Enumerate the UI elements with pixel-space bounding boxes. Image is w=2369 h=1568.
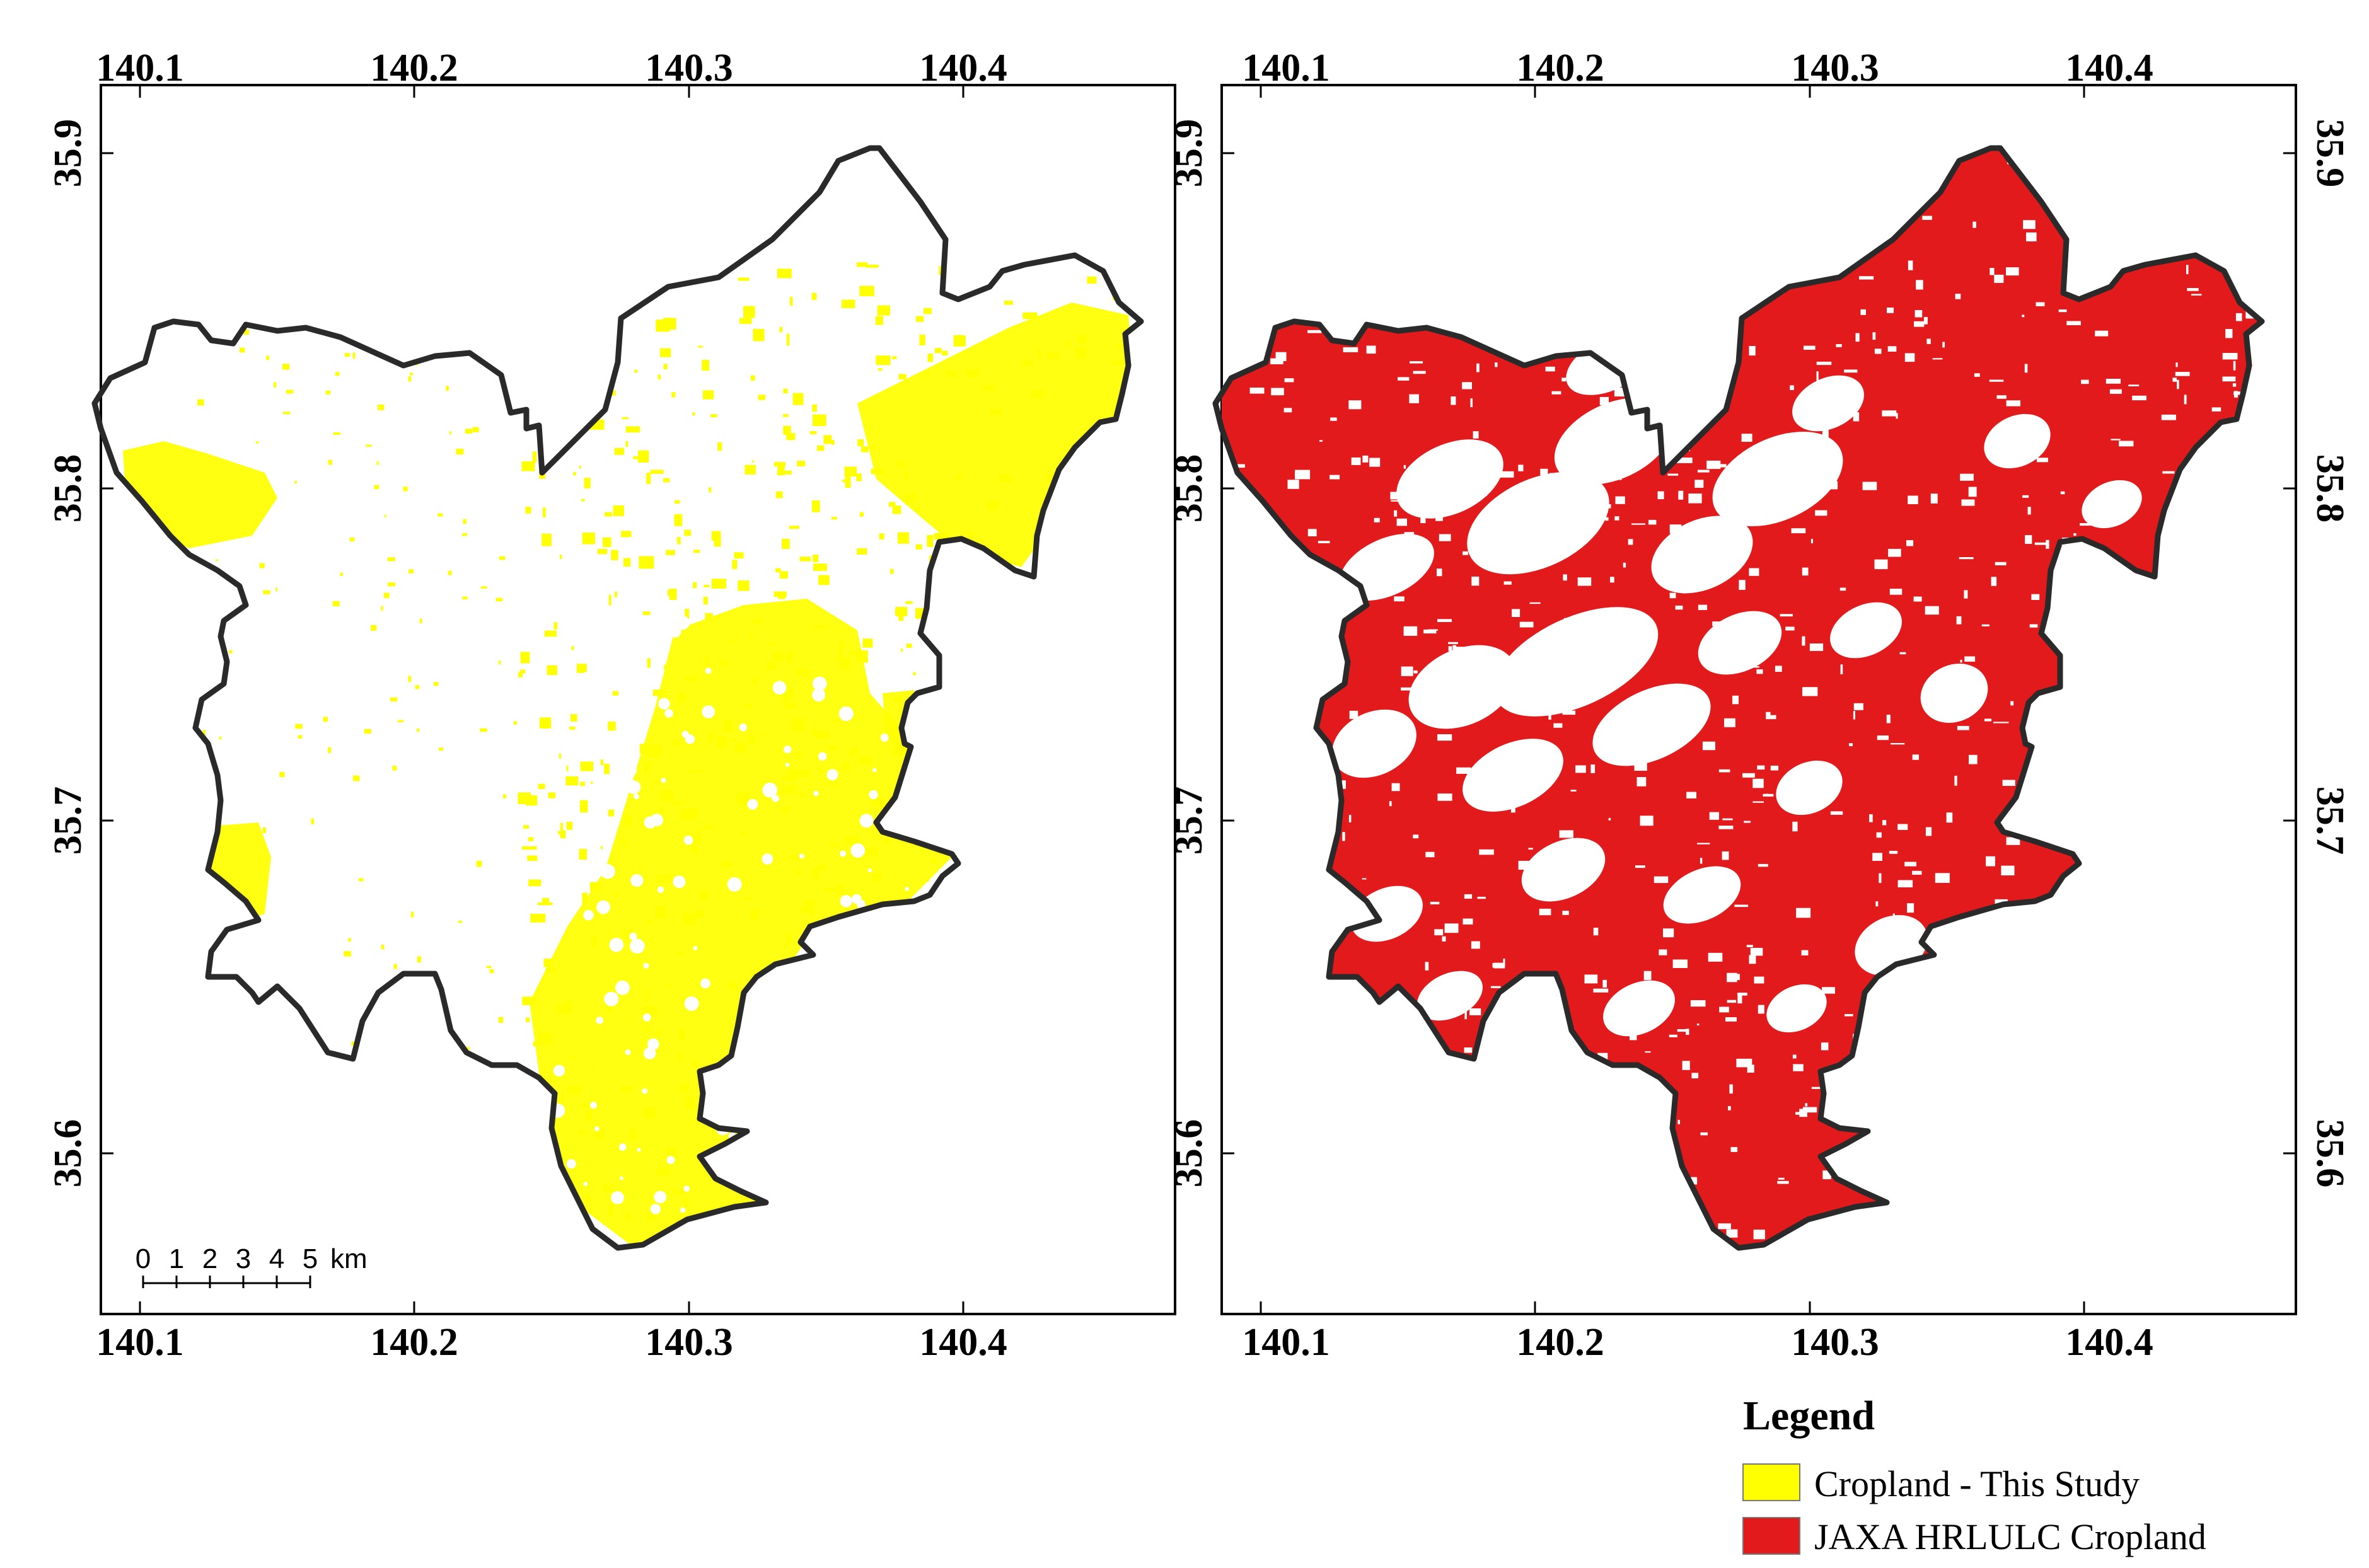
map-panel-jaxa: 140.1 140.2 140.3 140.4 140.1 140.2 140.…	[1167, 47, 2351, 1364]
study-area-boundary-right	[1212, 145, 2265, 1251]
legend-label-jaxa: JAXA HRLULC Cropland	[1814, 1516, 2206, 1557]
legend: Legend Cropland - This Study JAXA HRLULC…	[1742, 1393, 2206, 1557]
right-tick-label-35.6: 35.6	[2308, 1119, 2351, 1188]
bottom-tick-label-140.1: 140.1	[1242, 1321, 1330, 1364]
scale-label-0: 0	[136, 1243, 151, 1274]
bottom-tick-label-140.3: 140.3	[1791, 1321, 1879, 1364]
top-tick-label-140.4: 140.4	[919, 47, 1007, 89]
bottom-tick-label-140.3: 140.3	[645, 1321, 733, 1364]
scale-label-4: 4	[269, 1243, 284, 1274]
right-tick-label-35.8: 35.8	[2308, 454, 2351, 523]
bottom-tick-label-140.1: 140.1	[96, 1321, 184, 1364]
scale-unit: km	[330, 1243, 368, 1274]
top-tick-label-140.1: 140.1	[96, 47, 184, 89]
top-tick-label-140.4: 140.4	[2065, 47, 2153, 89]
scale-label-1: 1	[169, 1243, 184, 1274]
left-tick-label-35.9: 35.9	[1167, 119, 1210, 188]
left-tick-label-35.8: 35.8	[1167, 454, 1210, 523]
study-area-boundary-left	[91, 145, 1144, 1251]
legend-swatch-this-study	[1742, 1463, 1800, 1501]
left-tick-label-35.7: 35.7	[47, 787, 90, 855]
left-tick-label-35.7: 35.7	[1167, 787, 1210, 855]
left-tick-label-35.6: 35.6	[1167, 1119, 1210, 1188]
top-tick-label-140.1: 140.1	[1242, 47, 1330, 89]
bottom-tick-label-140.4: 140.4	[919, 1321, 1007, 1364]
legend-swatch-jaxa	[1742, 1517, 1800, 1555]
top-tick-label-140.3: 140.3	[645, 47, 733, 89]
right-tick-label-35.9: 35.9	[2308, 119, 2351, 188]
tick-marks-left	[101, 85, 964, 1314]
map-panel-this-study: 140.1 140.2 140.3 140.4 140.1 140.2 140.…	[47, 47, 1176, 1364]
tick-marks-right	[1222, 85, 2296, 1314]
top-tick-label-140.2: 140.2	[1516, 47, 1604, 89]
scale-bar: 0 1 2 3 4 5 km	[136, 1243, 368, 1288]
top-tick-label-140.3: 140.3	[1791, 47, 1879, 89]
legend-title: Legend	[1743, 1393, 1875, 1439]
bottom-tick-label-140.2: 140.2	[1516, 1321, 1604, 1364]
top-tick-label-140.2: 140.2	[370, 47, 458, 89]
bottom-tick-label-140.4: 140.4	[2065, 1321, 2153, 1364]
legend-label-this-study: Cropland - This Study	[1814, 1463, 2140, 1504]
scale-label-3: 3	[236, 1243, 251, 1274]
left-tick-label-35.8: 35.8	[47, 454, 90, 523]
left-tick-label-35.9: 35.9	[47, 119, 90, 188]
scale-label-2: 2	[202, 1243, 217, 1274]
right-tick-label-35.7: 35.7	[2308, 787, 2351, 855]
left-tick-label-35.6: 35.6	[47, 1119, 90, 1188]
scale-label-5: 5	[303, 1243, 318, 1274]
bottom-tick-label-140.2: 140.2	[370, 1321, 458, 1364]
